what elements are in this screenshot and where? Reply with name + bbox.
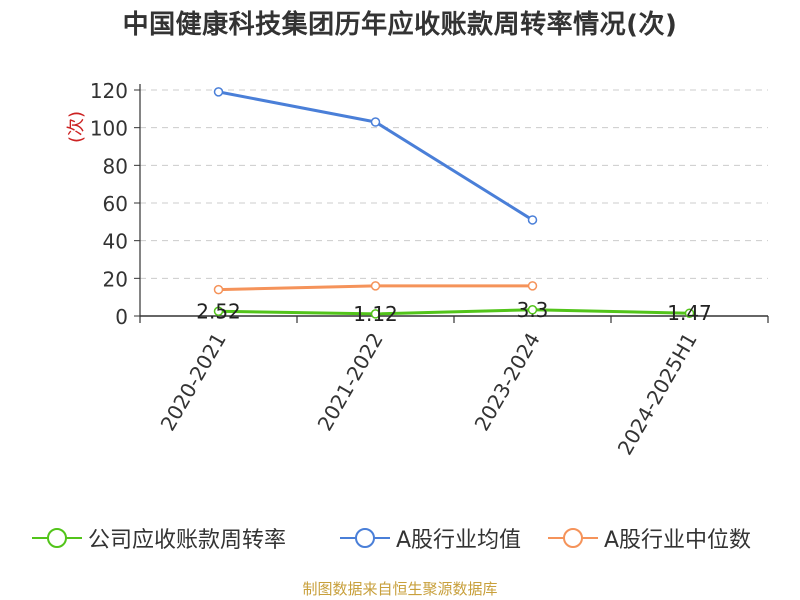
legend-label: A股行业均值 (396, 528, 522, 553)
series-1 (213, 87, 538, 225)
legend-swatch-icon (340, 526, 390, 550)
data-label: 2.52 (196, 299, 241, 323)
x-tick-label: 2023-2024 (470, 329, 545, 435)
series-0 (213, 305, 695, 319)
data-point (527, 215, 538, 225)
y-tick-label: 80 (103, 154, 128, 178)
legend-swatch-icon (32, 526, 82, 550)
data-point (527, 281, 538, 291)
legend-item[interactable]: A股行业中位数 (548, 518, 751, 558)
legend-item[interactable]: 公司应收账款周转率 (32, 518, 286, 558)
data-point (370, 281, 381, 291)
data-labels: 2.52 1.12 3.3 1.47 (196, 298, 712, 326)
legend: 公司应收账款周转率 A股行业均值 A股行业中位数 (0, 518, 800, 558)
series-layer (213, 87, 695, 319)
x-axis-tick-labels: 2020-2021 2021-2022 2023-2024 2024-2025H1 (156, 329, 702, 459)
x-tick-label: 2020-2021 (156, 329, 231, 435)
chart-title: 中国健康科技集团历年应收账款周转率情况(次) (122, 10, 678, 40)
data-point (213, 284, 224, 295)
legend-label: A股行业中位数 (604, 528, 752, 553)
y-tick-label: 60 (103, 192, 128, 216)
data-point (213, 87, 224, 97)
grid-lines (134, 89, 768, 317)
axes (139, 84, 769, 323)
legend-marker (563, 528, 583, 548)
data-point (370, 117, 381, 127)
series-2 (213, 281, 538, 295)
y-tick-label: 40 (103, 230, 128, 254)
x-tick-label: 2021-2022 (313, 329, 388, 435)
y-tick-label: 20 (103, 267, 128, 291)
data-point (213, 306, 224, 317)
data-point (527, 305, 538, 315)
series-line (218, 308, 690, 316)
y-tick-label: 120 (90, 79, 128, 103)
x-tick-label: 2024-2025H1 (613, 329, 702, 459)
series-line (218, 90, 534, 222)
legend-marker (355, 528, 375, 548)
y-tick-label: 100 (90, 117, 128, 141)
data-label: 1.47 (667, 301, 712, 325)
source-note: 制图数据来自恒生聚源数据库 (302, 580, 498, 598)
data-point (370, 309, 381, 319)
legend-item[interactable]: A股行业均值 (340, 518, 521, 558)
legend-label: 公司应收账款周转率 (88, 528, 287, 553)
data-point (684, 308, 695, 318)
legend-marker (47, 528, 67, 548)
y-tick-label: 0 (115, 305, 128, 329)
y-axis-label: (次) (66, 111, 87, 143)
data-label: 1.12 (353, 302, 398, 326)
y-axis-tick-labels: 0 20 40 60 80 100 120 (90, 79, 128, 329)
legend-swatch-icon (548, 526, 598, 550)
data-label: 3.3 (517, 298, 549, 322)
